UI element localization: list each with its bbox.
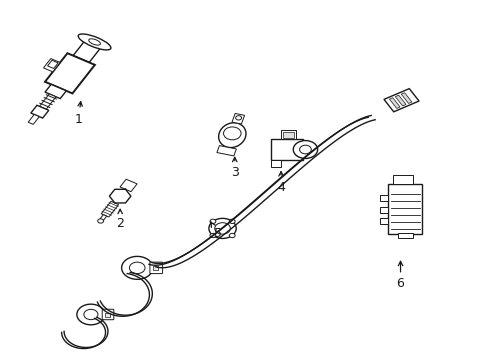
Polygon shape	[101, 201, 119, 217]
Circle shape	[229, 233, 235, 238]
Circle shape	[214, 223, 230, 234]
Polygon shape	[45, 53, 95, 94]
Polygon shape	[45, 84, 66, 99]
Circle shape	[129, 262, 145, 274]
Bar	[379, 219, 387, 224]
Text: 6: 6	[396, 261, 404, 291]
FancyBboxPatch shape	[150, 262, 162, 274]
Polygon shape	[40, 94, 56, 109]
Polygon shape	[388, 98, 399, 108]
Text: 3: 3	[230, 157, 238, 179]
Bar	[397, 233, 412, 238]
Bar	[105, 313, 109, 317]
Polygon shape	[383, 89, 418, 112]
Circle shape	[229, 219, 235, 224]
Circle shape	[209, 233, 215, 238]
Ellipse shape	[88, 39, 100, 45]
Polygon shape	[401, 93, 411, 103]
Circle shape	[293, 140, 317, 158]
FancyBboxPatch shape	[102, 309, 114, 320]
Text: 2: 2	[116, 209, 124, 230]
Polygon shape	[120, 179, 137, 192]
Polygon shape	[271, 159, 281, 167]
Text: 5: 5	[210, 222, 221, 240]
Bar	[379, 207, 387, 213]
Polygon shape	[31, 105, 49, 118]
Circle shape	[235, 116, 241, 120]
Bar	[379, 195, 387, 201]
Polygon shape	[100, 215, 106, 221]
Bar	[387, 184, 422, 234]
Text: 4: 4	[277, 172, 285, 194]
Bar	[392, 175, 412, 184]
Circle shape	[98, 219, 103, 223]
Text: 1: 1	[75, 102, 82, 126]
Polygon shape	[281, 130, 295, 139]
Polygon shape	[282, 132, 294, 138]
Polygon shape	[394, 95, 405, 106]
Circle shape	[84, 309, 98, 320]
Polygon shape	[217, 146, 236, 156]
Ellipse shape	[78, 34, 111, 50]
Circle shape	[209, 219, 215, 224]
Circle shape	[208, 219, 236, 238]
Polygon shape	[47, 60, 58, 68]
Polygon shape	[271, 139, 303, 159]
Polygon shape	[43, 59, 60, 72]
Circle shape	[299, 145, 311, 154]
Polygon shape	[231, 113, 244, 124]
Circle shape	[223, 127, 241, 140]
Polygon shape	[73, 39, 102, 62]
Circle shape	[122, 256, 153, 279]
Polygon shape	[28, 114, 39, 125]
Circle shape	[77, 304, 105, 325]
Bar	[153, 266, 158, 270]
Ellipse shape	[218, 123, 245, 148]
